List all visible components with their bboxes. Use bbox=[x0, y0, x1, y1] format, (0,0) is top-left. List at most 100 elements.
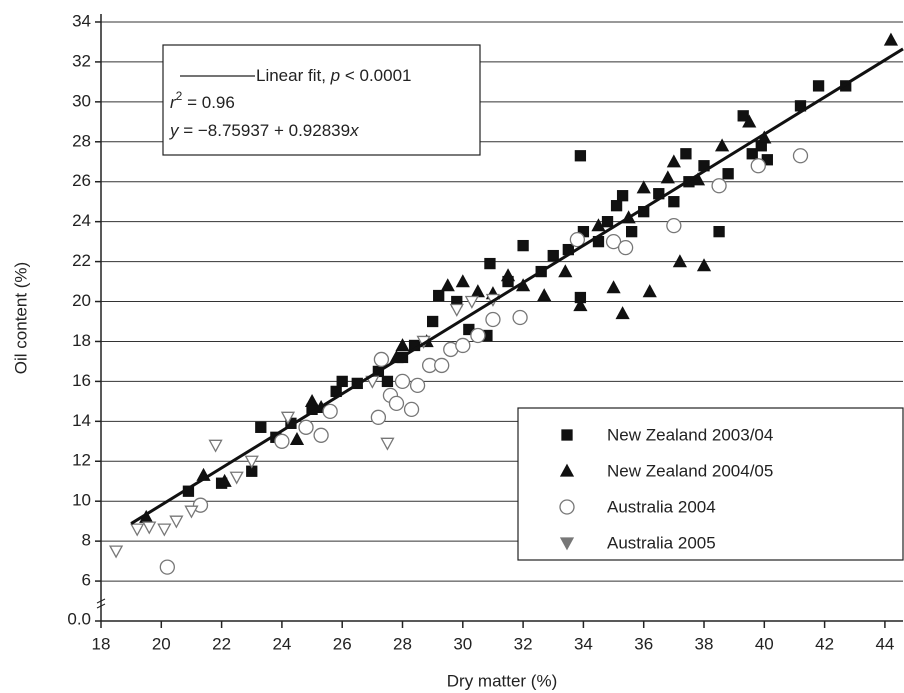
text-part: < 0.0001 bbox=[340, 66, 411, 85]
legend-label: Australia 2005 bbox=[607, 533, 716, 552]
text-part: y bbox=[169, 121, 180, 140]
point bbox=[427, 315, 439, 328]
y-tick-label: 24 bbox=[72, 211, 91, 230]
text-part: Linear fit, bbox=[256, 66, 331, 85]
point bbox=[666, 218, 682, 234]
x-tick-label: 24 bbox=[272, 634, 291, 653]
point bbox=[184, 505, 199, 519]
point bbox=[616, 190, 629, 202]
point bbox=[558, 264, 573, 278]
r2-label: r2 = 0.96 bbox=[170, 89, 235, 112]
point bbox=[574, 150, 587, 162]
point bbox=[746, 148, 758, 160]
point bbox=[394, 373, 411, 390]
text-part: 2 bbox=[176, 89, 183, 103]
point bbox=[500, 268, 516, 282]
point bbox=[722, 168, 734, 180]
point bbox=[601, 216, 614, 228]
y-tick-label: 20 bbox=[72, 291, 91, 310]
point bbox=[403, 401, 420, 417]
point bbox=[244, 455, 259, 469]
axis-break bbox=[96, 598, 106, 609]
point bbox=[304, 394, 320, 408]
point bbox=[373, 351, 390, 368]
y-break-label: 0.0 bbox=[67, 609, 91, 628]
point bbox=[559, 499, 575, 515]
point bbox=[470, 284, 485, 298]
point bbox=[108, 545, 124, 559]
point bbox=[636, 180, 651, 194]
point bbox=[370, 409, 387, 425]
x-tick-label: 34 bbox=[574, 634, 593, 653]
y-tick-label: 34 bbox=[72, 11, 91, 30]
point bbox=[434, 357, 450, 374]
y-tick-label: 26 bbox=[72, 171, 91, 190]
point bbox=[313, 427, 329, 443]
text-part: x bbox=[349, 121, 359, 140]
point bbox=[569, 231, 586, 248]
point bbox=[660, 170, 675, 184]
annotation-frame bbox=[162, 44, 481, 156]
annotation-box: Linear fit, p < 0.0001 r2 = 0.96 y = −8.… bbox=[162, 44, 481, 156]
point bbox=[455, 337, 471, 354]
y-tick-label: 30 bbox=[72, 91, 91, 110]
point bbox=[130, 523, 145, 537]
point bbox=[395, 338, 410, 352]
point bbox=[672, 254, 687, 268]
y-tick-label: 22 bbox=[72, 251, 91, 270]
point bbox=[713, 225, 725, 238]
point bbox=[610, 200, 623, 212]
point bbox=[742, 114, 757, 128]
legend-label: New Zealand 2004/05 bbox=[607, 461, 773, 480]
point bbox=[298, 419, 314, 435]
point bbox=[142, 521, 157, 535]
text-part: r bbox=[170, 93, 177, 112]
point bbox=[750, 158, 766, 174]
point bbox=[696, 258, 712, 272]
point bbox=[484, 257, 496, 270]
text-part: = 0.96 bbox=[182, 93, 234, 112]
text-part: p bbox=[330, 66, 340, 85]
x-tick-label: 20 bbox=[152, 634, 171, 653]
point bbox=[159, 559, 175, 575]
x-tick-label: 30 bbox=[453, 634, 472, 653]
fit-line bbox=[130, 47, 904, 525]
y-tick-label: 16 bbox=[72, 371, 91, 390]
y-tick-label: 28 bbox=[72, 131, 91, 150]
point bbox=[433, 289, 445, 302]
point bbox=[157, 523, 172, 537]
point bbox=[169, 515, 184, 529]
point bbox=[812, 80, 825, 92]
point bbox=[440, 278, 455, 292]
y-axis-title: Oil content (%) bbox=[11, 262, 30, 374]
point bbox=[512, 309, 528, 326]
point bbox=[715, 138, 730, 152]
legend-frame bbox=[517, 407, 904, 561]
fit-label: Linear fit, p < 0.0001 bbox=[256, 66, 412, 85]
point bbox=[464, 295, 479, 309]
x-tick-label: 44 bbox=[875, 634, 894, 653]
y-tick-label: 8 bbox=[82, 531, 91, 550]
point bbox=[591, 218, 606, 232]
x-tick-label: 28 bbox=[393, 634, 412, 653]
point bbox=[208, 439, 223, 453]
point bbox=[711, 178, 727, 194]
point bbox=[666, 154, 681, 168]
point bbox=[547, 249, 559, 262]
point bbox=[617, 239, 634, 256]
point bbox=[217, 473, 232, 487]
x-tick-label: 32 bbox=[514, 634, 533, 653]
point bbox=[322, 403, 338, 419]
point bbox=[883, 32, 899, 46]
y-tick-label: 12 bbox=[72, 451, 91, 470]
point bbox=[559, 537, 575, 551]
point bbox=[289, 431, 305, 445]
point bbox=[615, 306, 630, 320]
point bbox=[388, 395, 405, 412]
y-tick-label: 10 bbox=[72, 491, 91, 510]
point bbox=[255, 421, 267, 433]
point bbox=[537, 288, 552, 302]
point bbox=[642, 284, 657, 298]
equation-label: y = −8.75937 + 0.92839x bbox=[169, 121, 359, 140]
